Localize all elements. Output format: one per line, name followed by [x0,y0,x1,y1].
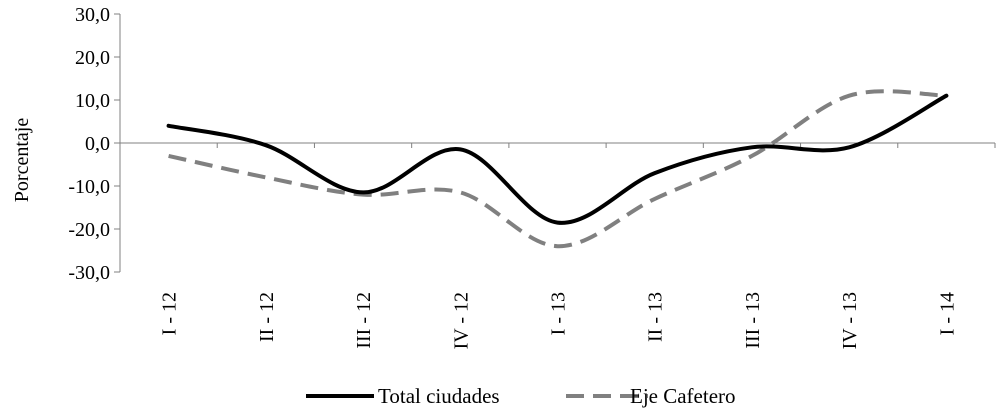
y-tick-label: -30,0 [68,262,110,284]
series-line-total-ciudades [166,93,949,225]
x-tick-label: III - 13 [742,292,764,349]
legend-label: Total ciudades [378,384,500,408]
y-tick-label: 0,0 [85,133,110,155]
legend-label: Eje Cafetero [630,384,736,408]
y-tick-label: 10,0 [75,90,110,112]
x-tick-label: I - 14 [936,292,958,335]
y-tick-label: -10,0 [68,176,110,198]
y-tick-label: -20,0 [68,219,110,241]
x-axis: I - 12 II - 12 III - 12 IV - 12 I - 13 II - 1… [119,142,996,349]
y-axis: -30,0 -20,0 -10,0 0,0 10,0 20,0 30,0 [68,4,121,284]
legend: Total ciudades Eje Cafetero [306,384,736,408]
series-lines [166,89,949,249]
x-tick-label: II - 13 [645,292,667,342]
x-tick-label: III - 12 [353,292,375,349]
y-tick-label: 30,0 [75,4,110,26]
x-tick-label: IV - 13 [839,292,861,349]
x-tick-label: I - 13 [548,292,570,335]
x-tick-label: II - 12 [256,292,278,342]
x-tick-label: I - 12 [159,292,181,335]
x-tick-label: IV - 12 [450,292,472,349]
y-axis-label: Porcentaje [11,118,33,203]
series-line-eje-cafetero [168,89,947,249]
y-tick-label: 20,0 [75,47,110,69]
